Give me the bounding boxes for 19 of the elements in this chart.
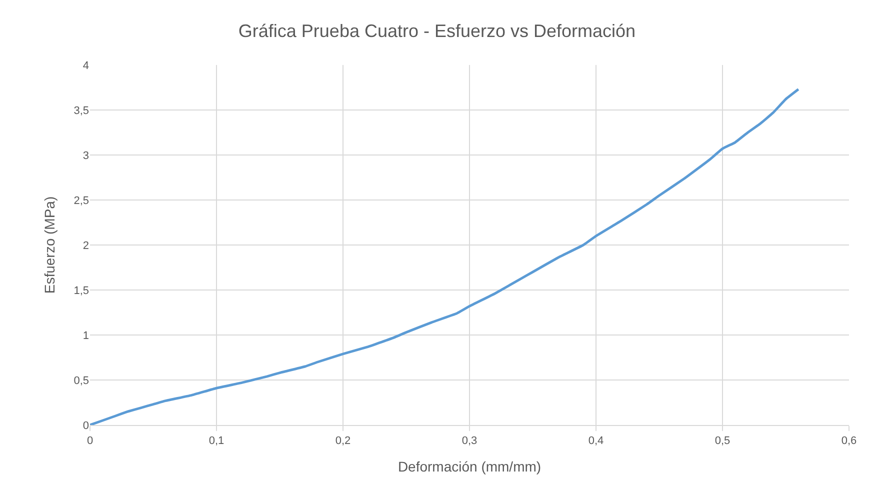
y-tick-label: 2 [82, 240, 89, 252]
x-tick-label: 0,6 [841, 435, 857, 448]
x-tick-label: 0,5 [714, 435, 730, 448]
y-tick-label: 1 [82, 330, 89, 342]
chart-title: Gráfica Prueba Cuatro - Esfuerzo vs Deformación [238, 21, 636, 42]
y-axis-title: Esfuerzo (MPa) [41, 196, 58, 294]
y-tick-label: 3 [82, 150, 89, 162]
x-tick-label: 0,3 [462, 435, 478, 448]
y-tick-label: 4 [82, 60, 89, 72]
y-tick-label: 3,5 [74, 104, 89, 117]
y-tick-label: 2,5 [74, 194, 89, 207]
x-tick-label: 0,2 [335, 435, 351, 448]
x-axis-title: Deformación (mm/mm) [398, 458, 542, 474]
y-tick-label: 1,5 [74, 284, 89, 297]
line-series [90, 88, 800, 425]
x-tick-label: 0,4 [588, 435, 604, 448]
x-tick-label: 0,1 [208, 435, 224, 448]
y-tick-label: 0,5 [74, 374, 89, 387]
y-tick-label: 0 [82, 420, 89, 432]
